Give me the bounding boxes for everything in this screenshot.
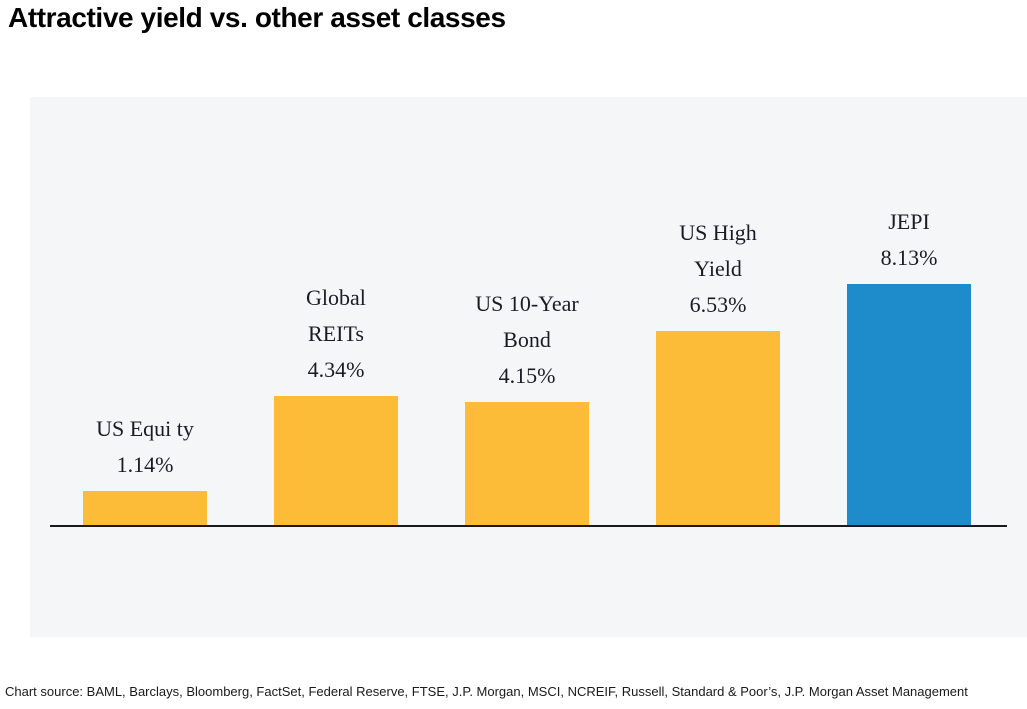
- bar-standard: [465, 402, 589, 525]
- bar-standard: [656, 331, 780, 525]
- bar-category-label: REITs: [308, 321, 364, 346]
- bar-value-label: 6.53%: [689, 292, 747, 317]
- bar-standard: [274, 396, 398, 525]
- bar-category-label: US 10-Year: [475, 291, 579, 316]
- bar-value-label: 4.15%: [498, 363, 556, 388]
- bar-category-label: Yield: [694, 256, 742, 281]
- bar-value-label: 4.34%: [307, 357, 365, 382]
- chart-panel: US Equi ty 1.14% Global REITs 4.34% US 10-Yea…: [30, 97, 1027, 637]
- bar-category-label: US Equi ty: [96, 416, 194, 441]
- bar-label: US 10-Year Bond 4.15%: [407, 286, 647, 394]
- bar-value-label: 8.13%: [880, 245, 938, 270]
- bar-category-label: Bond: [503, 327, 551, 352]
- bar-label: US Equi ty 1.14%: [25, 411, 265, 483]
- x-axis-baseline: [50, 525, 1007, 527]
- chart-source-note: Chart source: BAML, Barclays, Bloomberg,…: [5, 684, 968, 699]
- bar-standard: [83, 491, 207, 525]
- page-title: Attractive yield vs. other asset classes: [8, 2, 506, 33]
- bar-label: JEPI 8.13%: [789, 204, 1027, 276]
- bar-label: Global REITs 4.34%: [216, 280, 456, 388]
- bar-value-label: 1.14%: [116, 452, 174, 477]
- bar-category-label: US High: [679, 220, 757, 245]
- bar-label: US High Yield 6.53%: [598, 215, 838, 323]
- bar-category-label: JEPI: [888, 209, 930, 234]
- bar-category-label: Global: [306, 285, 366, 310]
- bar-highlight: [847, 284, 971, 525]
